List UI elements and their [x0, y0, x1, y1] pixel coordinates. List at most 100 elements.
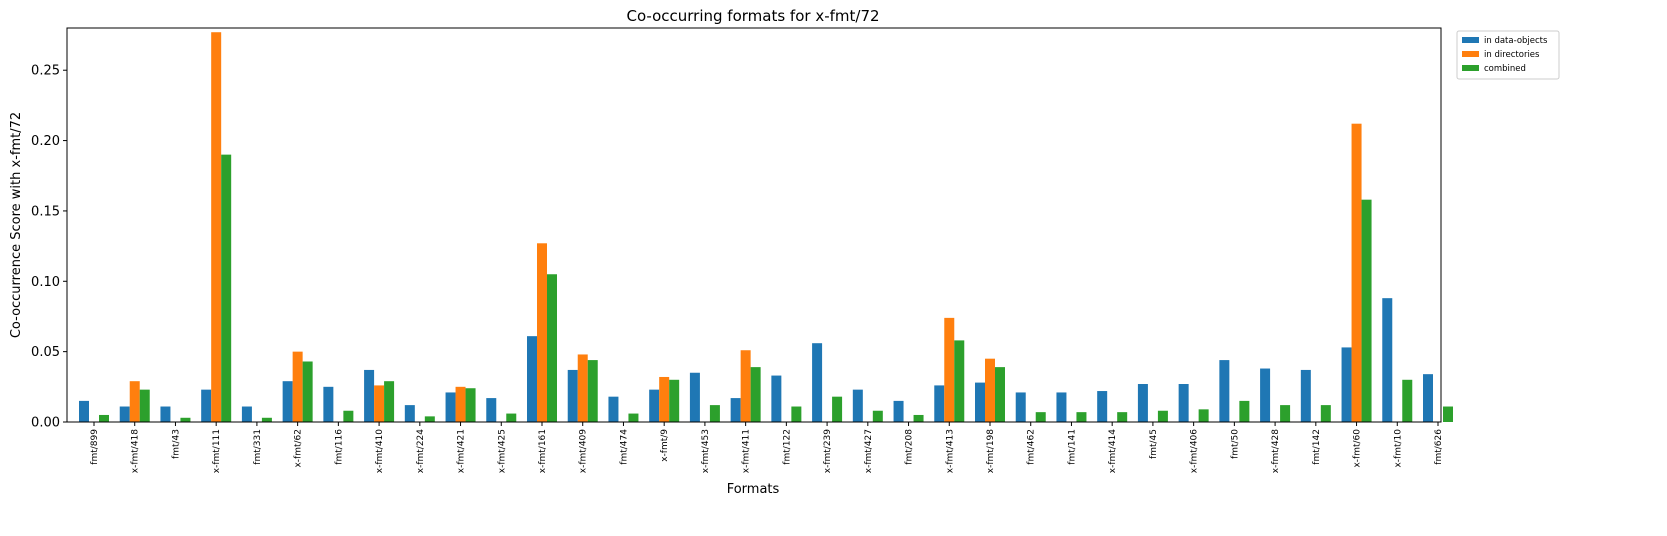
- bar-2-9: [465, 388, 476, 422]
- bar-0-24: [1056, 392, 1067, 422]
- bar-2-16: [750, 367, 761, 422]
- x-tick-label: fmt/899: [90, 429, 100, 465]
- x-tick-label: x-fmt/161: [538, 429, 548, 473]
- bar-1-31: [1351, 123, 1362, 422]
- bar-0-21: [934, 385, 945, 422]
- x-tick-label: fmt/331: [253, 429, 263, 465]
- y-tick-label: 0.00: [31, 416, 60, 431]
- bar-0-31: [1341, 347, 1352, 422]
- bar-0-29: [1260, 368, 1271, 422]
- bar-2-22: [995, 367, 1005, 422]
- bar-1-16: [740, 350, 751, 422]
- x-tick-label: x-fmt/427: [864, 429, 874, 473]
- bar-2-3: [221, 154, 232, 422]
- bar-1-11: [537, 243, 547, 422]
- x-tick-label: x-fmt/198: [986, 429, 996, 474]
- bar-2-10: [506, 413, 517, 422]
- y-axis-label: Co-occurrence Score with x-fmt/72: [9, 112, 24, 338]
- legend-label-1: in directories: [1484, 50, 1540, 60]
- bar-0-16: [730, 398, 741, 422]
- legend-label-0: in data-objects: [1484, 36, 1548, 46]
- bar-0-1: [119, 406, 130, 422]
- bar-2-6: [343, 410, 354, 422]
- x-tick-label: x-fmt/224: [416, 429, 426, 474]
- y-tick-label: 0.05: [31, 345, 60, 360]
- x-axis-label: Formats: [727, 482, 780, 497]
- bar-2-29: [1280, 405, 1291, 422]
- bar-1-3: [211, 32, 222, 422]
- bar-0-22: [975, 382, 985, 422]
- bar-0-26: [1137, 384, 1148, 422]
- x-tick-label: fmt/142: [1312, 429, 1322, 465]
- bar-0-28: [1219, 360, 1230, 422]
- bar-2-2: [180, 417, 191, 422]
- bar-0-18: [812, 343, 823, 422]
- x-tick-label: fmt/462: [1027, 429, 1037, 465]
- legend-frame: [1456, 30, 1560, 80]
- chart-title: Co-occurring formats for x-fmt/72: [626, 7, 879, 25]
- bars-group: [79, 32, 1453, 422]
- bar-2-13: [628, 413, 639, 422]
- y-tick-label: 0.25: [31, 64, 60, 79]
- legend-swatch-2: [1462, 65, 1479, 71]
- bar-2-12: [587, 360, 598, 422]
- y-tick-label: 0.15: [31, 204, 60, 219]
- bar-2-17: [791, 406, 802, 422]
- bar-2-11: [547, 274, 557, 422]
- bar-0-15: [689, 372, 700, 422]
- bar-0-9: [445, 392, 456, 422]
- bar-1-14: [659, 376, 670, 422]
- bar-2-23: [1035, 412, 1046, 422]
- x-tick-label: fmt/43: [171, 429, 181, 459]
- bar-2-18: [832, 396, 843, 422]
- bar-2-5: [302, 361, 313, 422]
- bar-0-32: [1382, 298, 1393, 422]
- bar-0-30: [1300, 369, 1311, 422]
- y-tick-label: 0.20: [31, 134, 60, 149]
- bar-0-5: [282, 381, 293, 422]
- x-tick-label: fmt/116: [334, 429, 344, 465]
- legend: in data-objects in directories combined: [1456, 30, 1560, 80]
- bar-2-14: [669, 379, 680, 422]
- bar-1-22: [985, 358, 995, 422]
- x-tick-label: x-fmt/409: [579, 429, 589, 474]
- x-tick-label: fmt/626: [1434, 429, 1444, 465]
- x-tick-label: x-fmt/9: [660, 429, 670, 462]
- bar-2-7: [384, 381, 395, 422]
- x-tick-label: fmt/122: [782, 429, 792, 465]
- bar-2-25: [1117, 412, 1128, 422]
- bar-0-0: [79, 400, 89, 422]
- bar-0-2: [160, 406, 171, 422]
- bar-0-23: [1015, 392, 1026, 422]
- x-tick-label: fmt/141: [1067, 429, 1077, 465]
- bar-2-27: [1198, 409, 1209, 422]
- bar-1-1: [129, 381, 140, 422]
- bar-2-32: [1402, 379, 1413, 422]
- x-tick-label: x-fmt/111: [212, 429, 222, 473]
- bar-0-4: [241, 406, 252, 422]
- plot-frame: [66, 27, 1442, 423]
- bar-2-26: [1157, 410, 1168, 422]
- bar-1-5: [292, 351, 303, 422]
- bar-0-13: [608, 396, 619, 422]
- legend-swatch-0: [1462, 37, 1479, 43]
- bar-0-25: [1097, 391, 1108, 422]
- x-tick-label: fmt/45: [1149, 429, 1159, 459]
- bar-0-27: [1178, 384, 1189, 422]
- bar-1-12: [577, 354, 588, 422]
- x-tick-label: fmt/50: [1230, 429, 1240, 459]
- x-tick-label: x-fmt/453: [701, 429, 711, 473]
- bar-2-15: [709, 405, 720, 422]
- bar-2-30: [1320, 405, 1331, 422]
- bar-2-0: [99, 414, 109, 422]
- x-tick-label: x-fmt/421: [457, 429, 467, 473]
- bar-0-8: [404, 405, 415, 422]
- bar-2-4: [261, 417, 272, 422]
- bar-0-3: [201, 389, 212, 422]
- bar-0-33: [1423, 374, 1433, 422]
- bar-2-19: [872, 410, 883, 422]
- bar-2-24: [1076, 412, 1087, 422]
- x-tick-label: fmt/208: [905, 429, 915, 465]
- x-tick-label: x-fmt/418: [131, 429, 141, 474]
- x-tick-label: x-fmt/239: [823, 429, 833, 474]
